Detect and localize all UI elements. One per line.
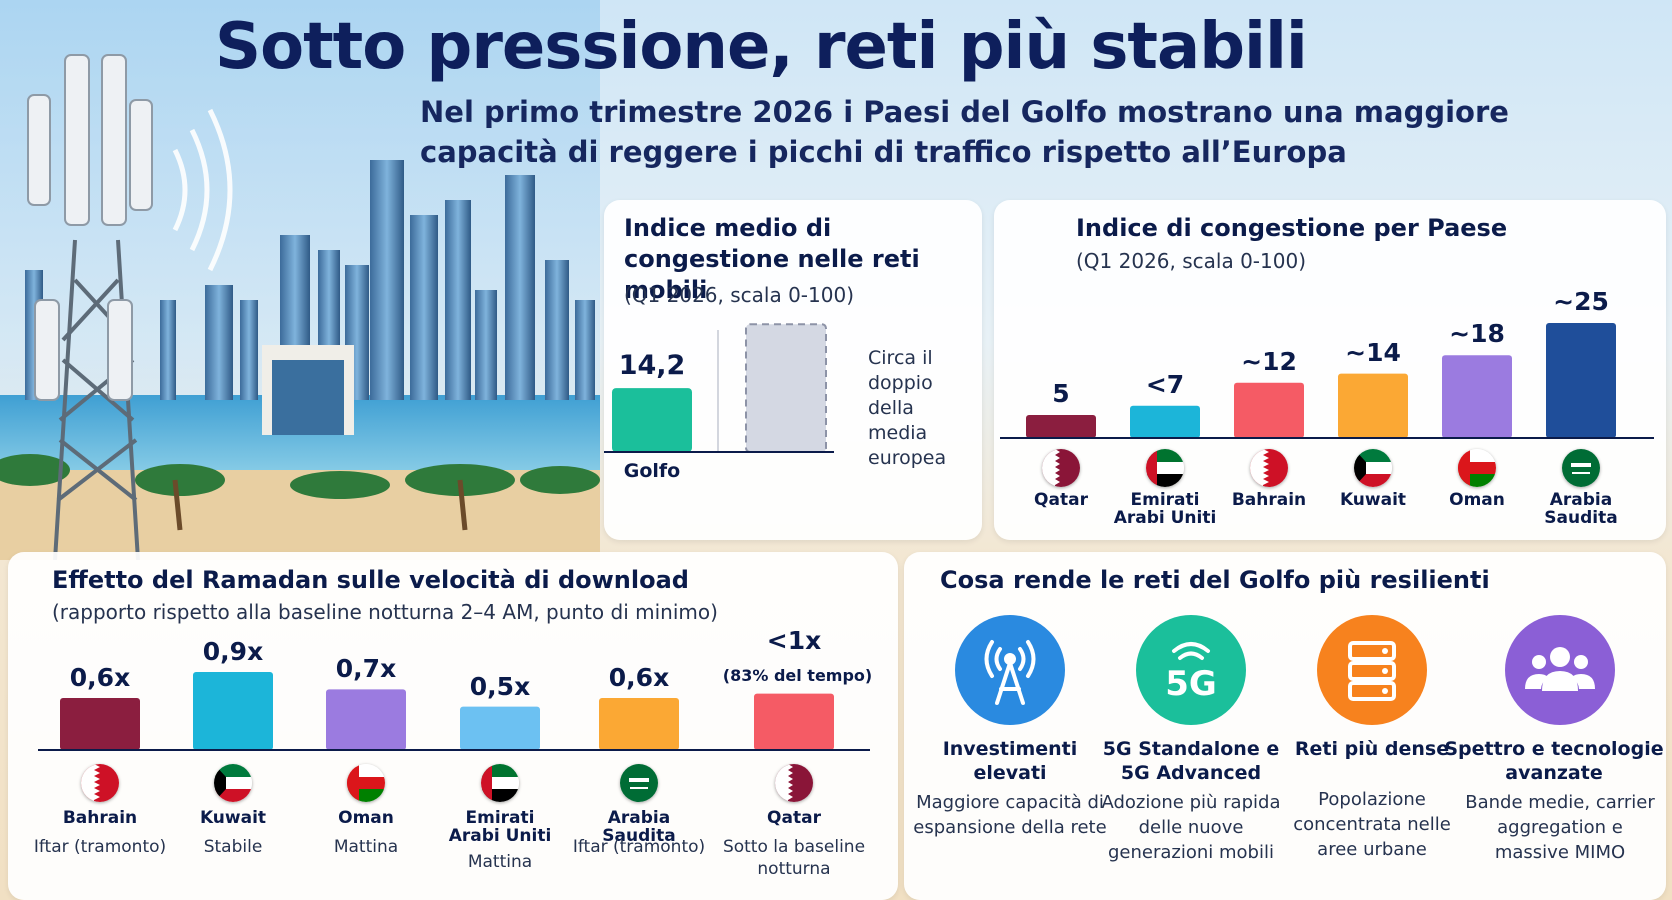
bar-emirati-arabi-uniti [460,706,540,750]
ramadan-title: Effetto del Ramadan sulle velocità di do… [52,566,689,594]
value-label: 0,9x [202,637,264,666]
value-label: ~18 [1449,319,1505,349]
server-icon [1317,615,1427,725]
flag-arabia-saudita [620,764,658,802]
value-label: 0,5x [469,671,531,701]
page-title: Sotto pressione, reti più stabili [215,10,1308,84]
resilience-card [904,552,1666,900]
flag-kuwait [1354,449,1392,487]
resilience-title: Cosa rende le reti del Golfo più resilie… [940,566,1490,594]
resilience-item-title: Investimenti elevati [942,738,1078,784]
ramadan-chart [38,672,870,751]
ramadan-card [8,552,898,900]
country-label: Oman [338,808,394,828]
resilience-item-desc: Maggiore capacità di espansione della re… [913,792,1107,838]
country-label: Kuwait [199,808,267,828]
bar-qatar [754,693,834,750]
average-congestion-title: Indice medio di congestione nelle reti m… [624,214,920,304]
users-icon [1505,615,1615,725]
country-label: Arabia Saudita [1544,490,1618,528]
country-label: Qatar [767,808,821,828]
flag-oman [347,764,385,802]
time-note: Mattina [333,837,399,857]
country-label: Qatar [1034,490,1088,510]
flag-bahrain [1250,449,1288,487]
value-label: <7 [1145,369,1185,399]
country-label: Oman [1449,490,1505,510]
bar-kuwait [1338,373,1408,438]
bar-oman [1442,355,1512,438]
bar-arabia-saudita [599,698,679,750]
flag-emirati-arabi-uniti [481,764,519,802]
resilience-item-title: 5G Standalone e 5G Advanced [1102,738,1280,784]
resilience-item-desc: Adozione più rapida delle nuove generazi… [1101,792,1281,863]
time-note: Mattina [467,852,533,872]
bar-emirati-arabi-uniti [1130,405,1200,438]
country-congestion-title: Indice di congestione per Paese [1076,214,1508,242]
flag-qatar [775,764,813,802]
country-label: Arabia Saudita [602,808,676,846]
flag-qatar [1042,449,1080,487]
bar-kuwait [193,672,273,750]
flag-emirati-arabi-uniti [1146,449,1184,487]
resilience-item-title: Reti più dense [1294,738,1450,760]
flag-bahrain [81,764,119,802]
country-label: Kuwait [1339,490,1407,510]
time-note: Stabile [203,837,263,857]
value-label: 0,6x [608,663,670,692]
category-label: Golfo [623,460,681,482]
bar-arabia-saudita [1546,323,1616,438]
resilience-item-desc: Bande medie, carrier aggregation e massi… [1465,792,1655,863]
5g-glyph: 5G [1165,664,1217,704]
page-subtitle: Nel primo trimestre 2026 i Paesi del Gol… [420,95,1509,169]
time-note: Sotto la baseline notturna [722,837,866,879]
bar-europe-reference [745,323,827,454]
average-congestion-subtitle: (Q1 2026, scala 0-100) [624,283,854,307]
time-note: Iftar (tramonto) [33,837,167,857]
city-skyline-illustration [0,0,600,560]
antenna-icon [955,615,1065,725]
flag-kuwait [214,764,252,802]
country-congestion-chart [1000,323,1654,439]
time-note: Iftar (tramonto) [572,837,706,857]
country-label: Bahrain [1231,490,1307,510]
country-label: Emirati Arabi Uniti [448,808,552,846]
average-congestion-chart [604,323,834,454]
value-label: ~25 [1553,287,1609,316]
bar-golfo [612,388,692,452]
5g-icon: 5G [1136,615,1246,725]
value-label: 5 [1052,379,1070,408]
value-label: 0,6x [69,663,131,692]
value-label: <1x [766,625,822,655]
value-label: ~12 [1241,346,1297,376]
average-congestion-annotation: Circa il doppio della media europea [868,347,947,469]
value-label: 0,7x [335,654,397,684]
value-label: ~14 [1345,337,1401,367]
bar-oman [326,689,406,750]
bar-qatar [1026,415,1096,438]
value-label: 14,2 [618,350,686,382]
ramadan-subtitle: (rapporto rispetto alla baseline notturn… [52,600,718,624]
flag-arabia-saudita [1562,449,1600,487]
country-label: Bahrain [62,808,138,828]
resilience-item-desc: Popolazione concentrata nelle aree urban… [1293,789,1451,860]
country-congestion-subtitle: (Q1 2026, scala 0-100) [1076,249,1306,273]
qatar-extra-label: (83% del tempo) [722,666,873,685]
bar-bahrain [1234,382,1304,438]
resilience-item-title: Spettro e tecnologie avanzate [1444,738,1664,784]
flag-oman [1458,449,1496,487]
country-label: Emirati Arabi Uniti [1113,490,1217,528]
bar-bahrain [60,698,140,750]
